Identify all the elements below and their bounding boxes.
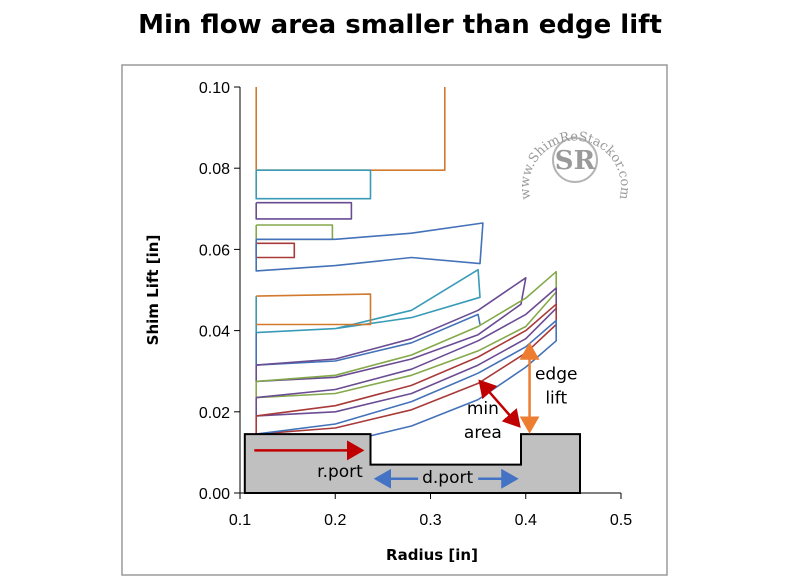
- annotation-dport: d.port: [422, 468, 473, 488]
- y-tick-label: 0.00: [199, 486, 230, 503]
- series-outline-5: [255, 242, 296, 259]
- y-tick-label: 0.04: [199, 324, 230, 341]
- x-tick-label: 0.1: [229, 512, 251, 529]
- x-tick-label: 0.5: [610, 512, 632, 529]
- series-outline-6: [255, 222, 484, 272]
- series-outline-8: [256, 293, 372, 326]
- x-tick-label: 0.4: [515, 512, 537, 529]
- series-outline-13: [255, 303, 558, 435]
- min-area-arrow: [478, 379, 521, 428]
- annotation-min: min: [467, 399, 499, 419]
- x-tick-label: 0.2: [324, 512, 346, 529]
- x-axis-label: Radius [in]: [386, 546, 478, 564]
- series-outline-10: [255, 276, 527, 383]
- y-tick-label: 0.08: [199, 161, 230, 178]
- y-tick-label: 0.02: [199, 405, 230, 422]
- series-outline-1: [255, 87, 446, 171]
- watermark-logo: SR: [555, 146, 596, 176]
- series-outline-7: [255, 268, 481, 334]
- port-block: [243, 433, 581, 494]
- y-tick-label: 0.10: [199, 80, 230, 97]
- y-axis-label: Shim Lift [in]: [144, 235, 162, 346]
- annotation-area: area: [464, 423, 502, 443]
- annotation-edge: edge: [535, 364, 578, 384]
- series-outline-9: [255, 313, 481, 366]
- watermark-logo-ring: [552, 137, 598, 183]
- series-outline-3: [255, 201, 353, 220]
- annotation-rport: r.port: [317, 462, 363, 482]
- series-outline-2: [255, 169, 372, 200]
- series-outline-4: [255, 224, 334, 241]
- chart-frame: [121, 64, 668, 576]
- annotation-lift: lift: [545, 389, 567, 409]
- series-outline-11: [255, 270, 558, 399]
- y-tick-label: 0.06: [199, 242, 230, 259]
- chart-title: Min flow area smaller than edge lift: [138, 10, 662, 40]
- x-tick-label: 0.3: [419, 512, 441, 529]
